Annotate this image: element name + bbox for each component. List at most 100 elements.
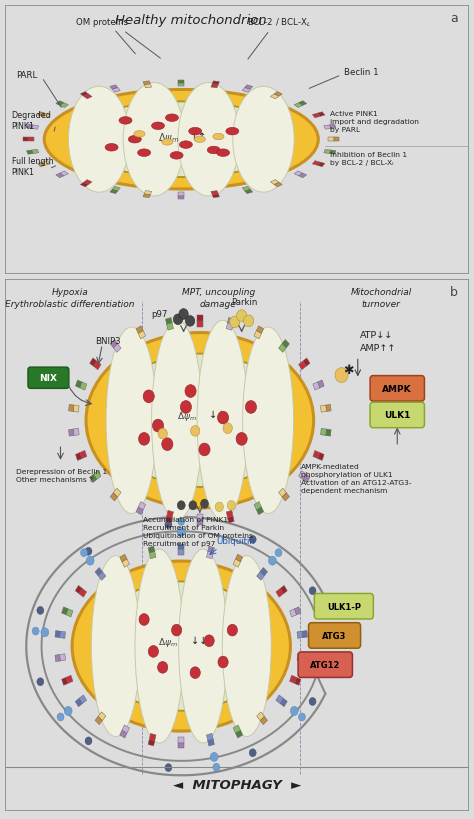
Polygon shape	[297, 631, 303, 639]
Text: PARL: PARL	[16, 71, 37, 80]
Ellipse shape	[179, 550, 228, 743]
Polygon shape	[303, 475, 310, 483]
Polygon shape	[329, 151, 336, 155]
Polygon shape	[178, 545, 184, 550]
Polygon shape	[110, 493, 118, 501]
Polygon shape	[37, 163, 45, 167]
Polygon shape	[148, 546, 155, 553]
Polygon shape	[113, 489, 121, 497]
Circle shape	[213, 134, 224, 141]
Polygon shape	[334, 138, 339, 142]
Polygon shape	[242, 88, 250, 93]
Polygon shape	[60, 172, 68, 177]
Polygon shape	[254, 502, 262, 510]
Circle shape	[335, 369, 348, 383]
Polygon shape	[178, 193, 184, 197]
Polygon shape	[276, 695, 283, 704]
Polygon shape	[257, 572, 264, 581]
Circle shape	[86, 556, 94, 565]
Circle shape	[170, 152, 183, 160]
Circle shape	[157, 662, 168, 673]
Text: NIX: NIX	[39, 373, 57, 382]
Polygon shape	[271, 95, 279, 100]
Circle shape	[249, 749, 256, 757]
Circle shape	[85, 737, 92, 745]
Polygon shape	[212, 82, 219, 85]
Polygon shape	[197, 514, 203, 520]
Circle shape	[85, 548, 92, 555]
Polygon shape	[207, 734, 213, 741]
Polygon shape	[303, 359, 310, 367]
Circle shape	[249, 536, 256, 544]
Polygon shape	[279, 489, 286, 497]
Text: ↓↓: ↓↓	[210, 410, 226, 419]
Text: ✱: ✱	[343, 364, 354, 377]
Polygon shape	[276, 589, 283, 598]
Circle shape	[37, 678, 44, 686]
Text: AMPK: AMPK	[383, 384, 412, 393]
Circle shape	[162, 438, 173, 451]
Circle shape	[178, 518, 185, 526]
Circle shape	[134, 132, 145, 138]
Polygon shape	[113, 344, 121, 353]
Polygon shape	[90, 475, 97, 483]
Text: $\Delta\psi_m$: $\Delta\psi_m$	[158, 636, 178, 649]
Circle shape	[177, 527, 185, 536]
Polygon shape	[62, 607, 68, 615]
Polygon shape	[326, 429, 331, 437]
Polygon shape	[32, 126, 39, 130]
Text: Inhibition of Beclin 1
by BCL-2 / BCL-Xₗ: Inhibition of Beclin 1 by BCL-2 / BCL-Xₗ	[330, 152, 407, 166]
Circle shape	[165, 115, 179, 122]
Polygon shape	[299, 102, 307, 106]
Circle shape	[275, 549, 282, 557]
Polygon shape	[42, 161, 50, 166]
Text: MPT, uncoupling
damage: MPT, uncoupling damage	[182, 288, 255, 308]
Circle shape	[177, 501, 185, 510]
Polygon shape	[320, 429, 327, 436]
Polygon shape	[81, 93, 89, 97]
Polygon shape	[165, 517, 172, 523]
Circle shape	[201, 500, 209, 509]
Text: $\Delta\psi_m$: $\Delta\psi_m$	[158, 131, 179, 145]
Polygon shape	[226, 511, 233, 518]
Polygon shape	[83, 95, 92, 100]
Ellipse shape	[94, 581, 269, 711]
Polygon shape	[274, 183, 282, 188]
Ellipse shape	[72, 102, 291, 178]
Polygon shape	[302, 631, 308, 638]
Polygon shape	[23, 138, 28, 142]
Polygon shape	[245, 190, 253, 194]
Polygon shape	[37, 113, 45, 117]
Circle shape	[179, 310, 188, 320]
Polygon shape	[233, 725, 241, 733]
Text: ULK1-P: ULK1-P	[327, 602, 361, 611]
Circle shape	[309, 587, 316, 595]
Circle shape	[299, 713, 305, 721]
Polygon shape	[280, 699, 287, 707]
Text: ↓↓: ↓↓	[191, 635, 207, 645]
Polygon shape	[302, 654, 308, 662]
Polygon shape	[197, 321, 203, 328]
Polygon shape	[328, 138, 334, 142]
Polygon shape	[149, 734, 156, 741]
Circle shape	[268, 556, 276, 565]
Polygon shape	[274, 93, 282, 97]
Circle shape	[227, 501, 236, 510]
FancyBboxPatch shape	[309, 623, 361, 649]
Polygon shape	[312, 161, 320, 166]
Polygon shape	[28, 138, 34, 142]
Polygon shape	[324, 126, 331, 130]
Polygon shape	[208, 740, 214, 746]
Text: ATG12: ATG12	[310, 660, 340, 669]
Polygon shape	[320, 405, 327, 413]
Circle shape	[172, 625, 182, 636]
Text: Full length
PINK1: Full length PINK1	[12, 157, 54, 177]
Circle shape	[37, 607, 44, 614]
Polygon shape	[299, 174, 307, 179]
Circle shape	[191, 426, 200, 437]
FancyBboxPatch shape	[28, 368, 69, 389]
Circle shape	[229, 317, 240, 328]
Polygon shape	[149, 552, 156, 559]
Ellipse shape	[72, 561, 291, 731]
Polygon shape	[98, 712, 106, 721]
